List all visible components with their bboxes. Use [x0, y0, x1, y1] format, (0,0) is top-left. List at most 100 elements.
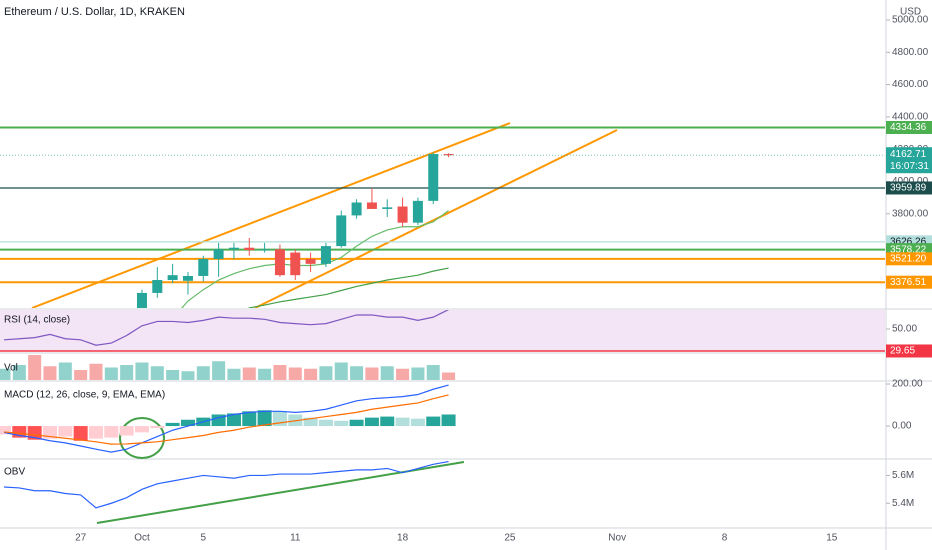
price-badge [886, 120, 932, 134]
histogram-bar [119, 426, 134, 436]
price-badge [886, 344, 932, 358]
candle-body [382, 207, 393, 209]
volume-bar [166, 370, 180, 380]
x-tick-label: Nov [608, 533, 626, 544]
volume-bar [227, 368, 241, 380]
volume-bar [288, 367, 302, 380]
histogram-bar [134, 426, 149, 433]
y-tick-label: 50.00 [892, 324, 917, 335]
candle-body [45, 354, 55, 356]
obv-title: OBV [4, 467, 25, 478]
x-tick-label: 27 [75, 533, 87, 544]
volume-bar [120, 365, 134, 380]
histogram-bar [211, 414, 226, 427]
x-tick-label: 11 [290, 533, 301, 544]
y-tick-label: 200.00 [892, 379, 923, 390]
histogram-bar [242, 411, 257, 427]
volume-bar [89, 363, 103, 380]
volume-bar [242, 367, 256, 380]
overlay-line [247, 267, 449, 308]
indicator-line [3, 310, 449, 346]
price-badge [886, 147, 932, 174]
volume-bar [258, 368, 272, 380]
histogram-bar [257, 410, 272, 427]
histogram-bar [395, 417, 410, 427]
candle-body [320, 246, 331, 264]
histogram-bar [334, 420, 349, 427]
histogram-bar [165, 422, 180, 427]
price-badge-label: 29.65 [890, 346, 915, 357]
histogram-bar [318, 419, 333, 427]
candle-body [336, 215, 347, 247]
y-tick-label: 0.00 [892, 421, 912, 432]
y-tick-label: 4400.00 [892, 112, 929, 123]
volume-bar [319, 366, 333, 380]
histogram-bar [88, 426, 103, 439]
histogram-bar [410, 418, 425, 427]
vol-title: Vol [4, 363, 18, 374]
candle-body [259, 249, 270, 251]
price-badge [886, 252, 932, 266]
histogram-bar [226, 413, 241, 427]
histogram-bar [12, 426, 27, 438]
countdown: 16:07:31 [890, 161, 929, 172]
candle-body [305, 259, 316, 264]
candle-body [412, 200, 423, 223]
x-tick-label: 18 [397, 533, 409, 544]
candle-body [443, 154, 454, 156]
volume-bar [28, 355, 42, 380]
volume-bar [350, 366, 364, 380]
candle-body [428, 154, 439, 201]
y-tick-label: 5.6M [892, 470, 914, 481]
chart-title: Ethereum / U.S. Dollar, 1D, KRAKEN [4, 6, 185, 18]
volume-bar [43, 366, 57, 380]
y-tick-label: 5.4M [892, 498, 914, 509]
candle-body [136, 292, 147, 308]
candle-body [182, 275, 193, 281]
volume-bar [12, 365, 26, 380]
histogram-bar [380, 416, 395, 427]
volume-bar [135, 362, 149, 380]
candle-body [290, 252, 301, 276]
histogram-bar [441, 414, 456, 427]
volume-bar [74, 370, 88, 380]
x-tick-label: 5 [201, 533, 207, 544]
volume-bar [181, 371, 195, 380]
x-tick-label: 15 [826, 533, 838, 544]
volume-bar [365, 367, 379, 380]
candle-body [152, 280, 163, 293]
candle-body [213, 249, 224, 260]
rsi-title: RSI (14, close) [4, 315, 70, 326]
candle-body [366, 202, 377, 209]
y-tick-label: 4800.00 [892, 47, 929, 58]
candle-body [106, 366, 116, 368]
price-badge [886, 275, 932, 289]
indicator-line [3, 460, 449, 509]
histogram-bar [104, 426, 119, 438]
volume-bar [380, 366, 394, 380]
candle-body [228, 247, 239, 250]
candle-body [351, 202, 362, 216]
candle-body [397, 206, 408, 223]
last-price-label: 4162.71 [890, 149, 927, 160]
histogram-bar [364, 417, 379, 427]
candle-body [167, 275, 178, 281]
volume-bar [411, 367, 425, 380]
candle-body [274, 249, 285, 276]
histogram-bar [303, 417, 318, 427]
histogram-bar [150, 426, 165, 429]
histogram-bar [349, 419, 364, 427]
volume-bar [396, 368, 410, 380]
volume-bar [150, 366, 164, 380]
axis-label: USD [900, 7, 921, 18]
histogram-bar [42, 426, 57, 439]
rsi-band [0, 310, 885, 351]
volume-bar [212, 361, 226, 380]
y-tick-label: 5000.00 [892, 15, 929, 26]
histogram-bar [180, 419, 195, 427]
candle-body [198, 259, 209, 276]
histogram-bar [27, 426, 42, 440]
price-badge [886, 181, 932, 195]
